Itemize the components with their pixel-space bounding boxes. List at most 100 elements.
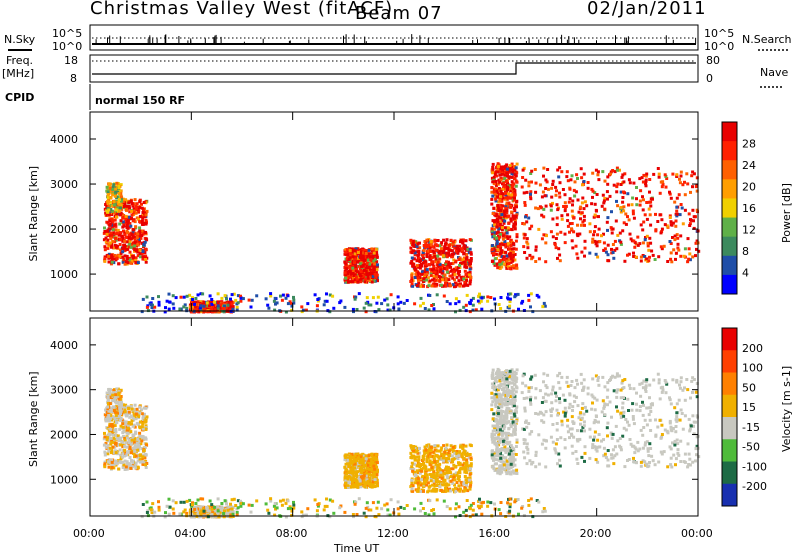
power-cell <box>133 235 137 239</box>
power-cell <box>374 248 378 252</box>
power-cell <box>111 219 115 223</box>
power-cell <box>691 170 695 174</box>
power-cell <box>369 268 373 272</box>
power-cell <box>549 204 553 208</box>
velocity-cell <box>143 420 147 424</box>
power-cell <box>325 292 328 296</box>
power-cell <box>419 296 423 300</box>
power-cell <box>503 219 507 223</box>
power-cell <box>292 295 295 299</box>
power-cell <box>144 258 147 261</box>
power-cell <box>631 212 635 216</box>
power-cell <box>122 224 126 228</box>
power-cell <box>105 230 109 234</box>
velocity-cell <box>137 413 141 417</box>
power-cell <box>286 294 290 298</box>
power-cell <box>572 230 576 234</box>
power-cell <box>136 243 140 247</box>
power-cell <box>430 249 434 253</box>
power-cell <box>127 233 131 237</box>
velocity-cell <box>107 449 111 453</box>
power-cell <box>570 227 573 231</box>
power-cell <box>603 197 607 200</box>
power-cell <box>514 184 518 188</box>
velocity-cell <box>126 436 129 440</box>
power-cell <box>679 254 683 258</box>
power-cell <box>119 192 123 196</box>
power-cell <box>349 275 353 279</box>
power-cell <box>542 166 546 170</box>
velocity-cell <box>207 509 211 513</box>
power-cell <box>563 193 567 197</box>
velocity-cell <box>107 432 111 436</box>
velocity-cell <box>140 412 144 416</box>
power-cell <box>197 310 201 314</box>
power-cell <box>428 246 432 250</box>
velocity-cell <box>141 460 145 464</box>
power-cell <box>501 196 505 200</box>
power-cell <box>138 239 141 243</box>
power-cell <box>429 274 433 278</box>
power-cell <box>611 243 615 246</box>
power-cell <box>563 241 567 245</box>
power-cell <box>191 296 194 300</box>
power-cell <box>542 207 546 211</box>
velocity-cell <box>124 441 128 445</box>
power-cell <box>448 302 452 306</box>
power-cell <box>508 235 512 239</box>
power-cell <box>199 304 203 308</box>
power-cell <box>689 218 693 222</box>
power-cell <box>141 250 145 253</box>
power-cell <box>583 200 587 204</box>
power-cell <box>130 209 134 213</box>
power-cell <box>372 269 376 273</box>
power-cell <box>216 306 220 310</box>
power-cell <box>669 251 673 255</box>
power-cell <box>697 249 701 253</box>
power-cell <box>138 232 142 236</box>
power-cell <box>121 220 125 224</box>
power-cell <box>223 304 226 308</box>
power-cell <box>469 262 472 265</box>
power-cell <box>369 258 373 262</box>
velocity-cell <box>118 448 122 452</box>
power-cell <box>229 300 233 304</box>
power-cell <box>348 272 352 276</box>
velocity-cell <box>125 445 129 449</box>
power-cell <box>507 169 511 173</box>
power-cell <box>444 281 447 285</box>
power-cell <box>451 240 455 244</box>
power-cell <box>664 185 668 189</box>
power-cell <box>492 252 496 256</box>
power-cell <box>669 223 673 227</box>
power-cell <box>375 260 379 264</box>
power-cell <box>359 250 363 254</box>
power-cell <box>499 244 503 248</box>
power-cell <box>284 296 288 300</box>
power-cell <box>591 237 595 241</box>
power-cell <box>140 202 143 206</box>
velocity-cell <box>138 439 142 443</box>
power-cell <box>507 262 511 265</box>
velocity-cell <box>140 434 144 438</box>
power-cell <box>665 177 669 180</box>
power-cell <box>642 198 645 202</box>
power-cell <box>348 249 352 253</box>
power-cell <box>603 247 607 251</box>
power-cell <box>660 227 664 231</box>
power-cell <box>671 236 674 239</box>
power-cell <box>123 254 127 258</box>
power-cell <box>579 223 583 227</box>
power-cell <box>361 256 365 260</box>
power-cell <box>594 208 598 212</box>
noise-strip: 10^5 10^0 10^5 10^0 <box>52 24 734 53</box>
power-cell <box>610 247 613 251</box>
power-cell <box>358 271 362 275</box>
power-cell <box>114 187 118 191</box>
power-cell <box>560 170 564 174</box>
velocity-cell <box>119 388 123 392</box>
power-cell <box>182 305 186 309</box>
velocity-cell <box>136 466 140 470</box>
power-cell <box>513 227 517 231</box>
power-cell <box>638 177 642 181</box>
